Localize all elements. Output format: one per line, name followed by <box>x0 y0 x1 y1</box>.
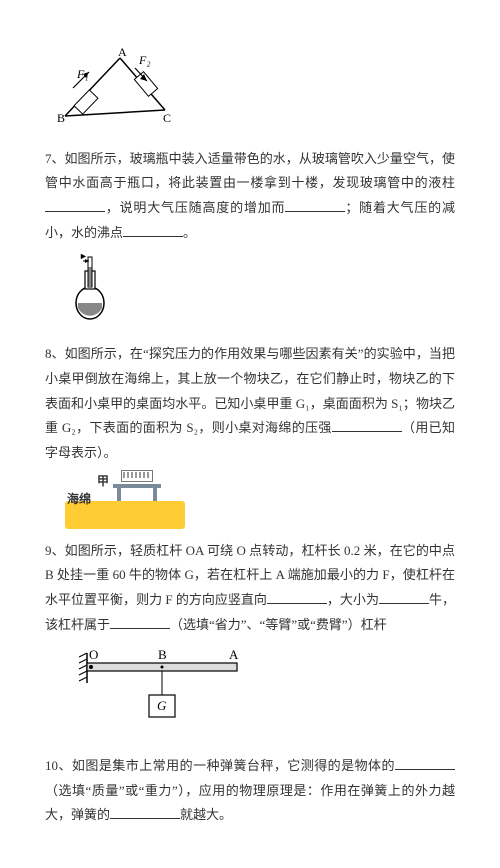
label-o: O <box>89 647 98 662</box>
label-jia: 甲 <box>97 470 109 493</box>
q7-text2: ，说明大气压随高度的增加而 <box>105 200 285 215</box>
q9-text2: ，大小为 <box>327 592 379 607</box>
label-sponge: 海绵 <box>67 488 91 511</box>
figure-q7-bottle: ► <box>65 253 455 332</box>
q7-text4: 。 <box>183 225 196 240</box>
q7-num: 7、 <box>45 151 65 166</box>
q10-text1: 如图是集市上常用的一种弹簧台秤，它测得的是物体的 <box>72 758 395 773</box>
figure-q6-triangle: A B C F₁ F₂ <box>45 48 455 137</box>
q10-text3: 就越大。 <box>180 807 232 822</box>
label-b2: B <box>158 647 167 662</box>
label-f1: F₁ <box>76 67 89 81</box>
figure-q8-sponge: 甲 海绵 <box>65 474 455 529</box>
q7-blank1[interactable] <box>45 198 105 212</box>
q10-blank2[interactable] <box>110 805 180 819</box>
q10-blank1[interactable] <box>395 756 455 770</box>
label-b: B <box>57 111 65 125</box>
q9-text4: （选填“省力”、“等臂”或“费臂”）杠杆 <box>170 617 387 632</box>
q9-blank3[interactable] <box>110 615 170 629</box>
q9-blank2[interactable] <box>379 590 429 604</box>
question-9: 9、如图所示，轻质杠杆 OA 可绕 O 点转动，杠杆长 0.2 米，在它的中点 … <box>45 539 455 638</box>
label-f2: F₂ <box>138 53 151 67</box>
figure-q9-lever: G O B A <box>75 645 455 744</box>
question-7: 7、如图所示，玻璃瓶中装入适量带色的水，从玻璃管吹入少量空气，使管中水面高于瓶口… <box>45 147 455 246</box>
label-a2: A <box>229 647 239 662</box>
svg-text:►: ► <box>79 253 88 261</box>
q7-blank2[interactable] <box>285 198 345 212</box>
q8-blank1[interactable] <box>332 418 402 432</box>
q8-num: 8、 <box>45 346 65 361</box>
q10-num: 10、 <box>45 758 72 773</box>
label-g: G <box>157 698 167 713</box>
question-8: 8、如图所示，在“探究压力的作用效果与哪些因素有关”的实验中，当把小桌甲倒放在海… <box>45 342 455 465</box>
q10-text2: （选填“质量”或“重力”），应用的物理原理是：作用在弹簧上的外力越大，弹簧的 <box>45 783 455 823</box>
q9-num: 9、 <box>45 543 65 558</box>
label-a: A <box>118 48 127 59</box>
question-10: 10、如图是集市上常用的一种弹簧台秤，它测得的是物体的 （选填“质量”或“重力”）… <box>45 754 455 828</box>
q7-blank3[interactable] <box>123 223 183 237</box>
label-c: C <box>163 111 171 125</box>
q7-text1: 如图所示，玻璃瓶中装入适量带色的水，从玻璃管吹入少量空气，使管中水面高于瓶口，将… <box>45 151 455 191</box>
q9-blank1[interactable] <box>267 590 327 604</box>
